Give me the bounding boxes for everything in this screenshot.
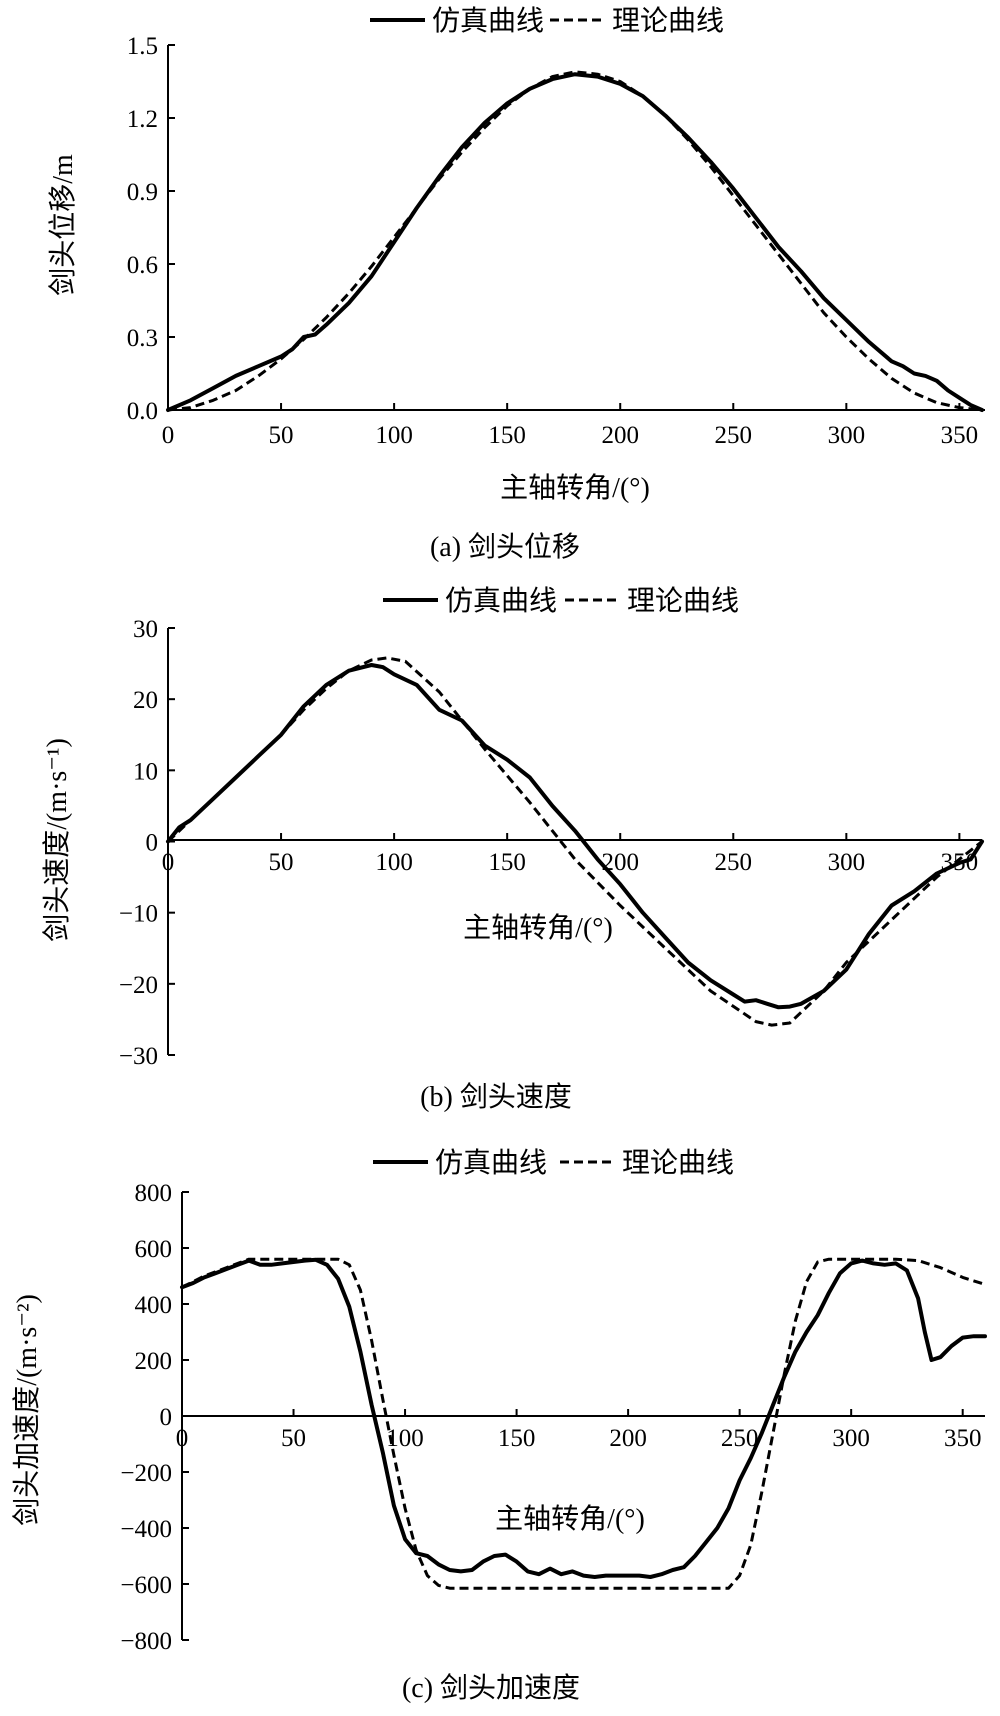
y-tick-label: 0.3 <box>127 325 158 352</box>
y-axis-label: 剑头位移/m <box>47 154 79 296</box>
panel-caption: (a) 剑头位移 <box>430 531 580 563</box>
y-tick-label: −10 <box>119 901 158 928</box>
x-tick-label: 250 <box>715 422 753 449</box>
simulation-curve <box>166 72 984 412</box>
y-tick-label: 200 <box>135 1348 173 1375</box>
x-tick-label: 150 <box>498 1425 536 1452</box>
x-ticks: 0 50 100 150 200 250 300 350 <box>162 403 978 449</box>
x-tick-label: 300 <box>828 422 866 449</box>
simulation-curve <box>166 663 984 1010</box>
y-tick-label: −600 <box>120 1572 172 1599</box>
y-axis-label: 剑头加速度/(m·s⁻²) <box>11 1294 43 1526</box>
x-tick-label: 50 <box>281 1425 306 1452</box>
x-axis-label: 主轴转角/(°) <box>500 472 650 504</box>
y-tick-label: −800 <box>120 1628 172 1655</box>
x-tick-label: 0 <box>176 1425 189 1452</box>
acceleration-chart: 仿真曲线 理论曲线 0 50 100 150 200 250 300 350 −800 −600… <box>11 1147 987 1704</box>
x-tick-label: 150 <box>488 849 526 876</box>
x-tick-label: 350 <box>941 422 979 449</box>
x-tick-label: 250 <box>721 1425 759 1452</box>
y-tick-label: −30 <box>119 1043 158 1070</box>
y-tick-label: 20 <box>133 687 158 714</box>
x-tick-label: 150 <box>488 422 526 449</box>
x-tick-label: 200 <box>601 422 639 449</box>
y-tick-label: 30 <box>133 616 158 643</box>
x-axis-label: 主轴转角/(°) <box>463 912 613 944</box>
y-axis-label: 剑头速度/(m·s⁻¹) <box>41 738 73 942</box>
x-tick-label: 350 <box>944 1425 982 1452</box>
y-tick-label: 0.6 <box>127 252 158 279</box>
series-group <box>180 1257 987 1590</box>
theory-curve <box>181 1257 986 1590</box>
legend: 仿真曲线 理论曲线 <box>383 585 739 617</box>
y-tick-label: 0 <box>160 1404 173 1431</box>
y-tick-label: 10 <box>133 758 158 785</box>
panel-caption: (c) 剑头加速度 <box>402 1672 580 1704</box>
x-ticks: 0 50 100 150 200 250 300 350 <box>162 833 978 876</box>
y-tick-label: 0 <box>146 830 159 857</box>
x-axis-label: 主轴转角/(°) <box>495 1503 645 1535</box>
y-tick-label: 1.2 <box>127 106 158 133</box>
x-tick-label: 0 <box>162 422 175 449</box>
y-tick-label: 0.9 <box>127 179 158 206</box>
series-group <box>166 656 984 1027</box>
x-tick-label: 300 <box>832 1425 870 1452</box>
series-group <box>166 70 984 412</box>
y-tick-label: 400 <box>135 1292 173 1319</box>
y-tick-label: −20 <box>119 972 158 999</box>
legend-sim-label: 仿真曲线 <box>435 1147 547 1179</box>
legend-sim-label: 仿真曲线 <box>445 585 557 617</box>
x-tick-label: 300 <box>828 849 866 876</box>
theory-curve <box>166 656 983 1027</box>
legend-theory-label: 理论曲线 <box>612 5 724 37</box>
y-tick-label: 600 <box>135 1236 173 1263</box>
x-tick-label: 100 <box>375 849 413 876</box>
panel-caption: (b) 剑头速度 <box>420 1081 572 1113</box>
y-tick-label: −400 <box>120 1516 172 1543</box>
x-tick-label: 100 <box>386 1425 424 1452</box>
y-tick-label: 1.5 <box>127 33 158 60</box>
legend-theory-label: 理论曲线 <box>622 1147 734 1179</box>
x-tick-label: 100 <box>375 422 413 449</box>
x-tick-label: 0 <box>162 849 175 876</box>
x-tick-label: 50 <box>269 849 294 876</box>
legend-theory-label: 理论曲线 <box>627 585 739 617</box>
x-tick-label: 200 <box>609 1425 647 1452</box>
velocity-chart: 仿真曲线 理论曲线 0 50 100 150 200 250 300 350 −30−20−1… <box>41 585 984 1113</box>
legend: 仿真曲线 理论曲线 <box>373 1147 734 1179</box>
y-tick-label: 800 <box>135 1180 173 1207</box>
theory-curve <box>167 70 983 412</box>
y-tick-label: −200 <box>120 1460 172 1487</box>
legend-sim-label: 仿真曲线 <box>432 5 544 37</box>
x-tick-label: 250 <box>715 849 753 876</box>
legend: 仿真曲线 理论曲线 <box>370 5 724 37</box>
y-ticks: 0.0 0.3 0.6 0.9 1.2 1.5 <box>127 33 175 425</box>
x-tick-label: 50 <box>269 422 294 449</box>
y-tick-label: 0.0 <box>127 398 158 425</box>
x-ticks: 0 50 100 150 200 250 300 350 <box>176 1409 982 1452</box>
displacement-chart: 仿真曲线 理论曲线 0 50 100 150 200 250 300 350 0.00.30.… <box>47 5 985 563</box>
